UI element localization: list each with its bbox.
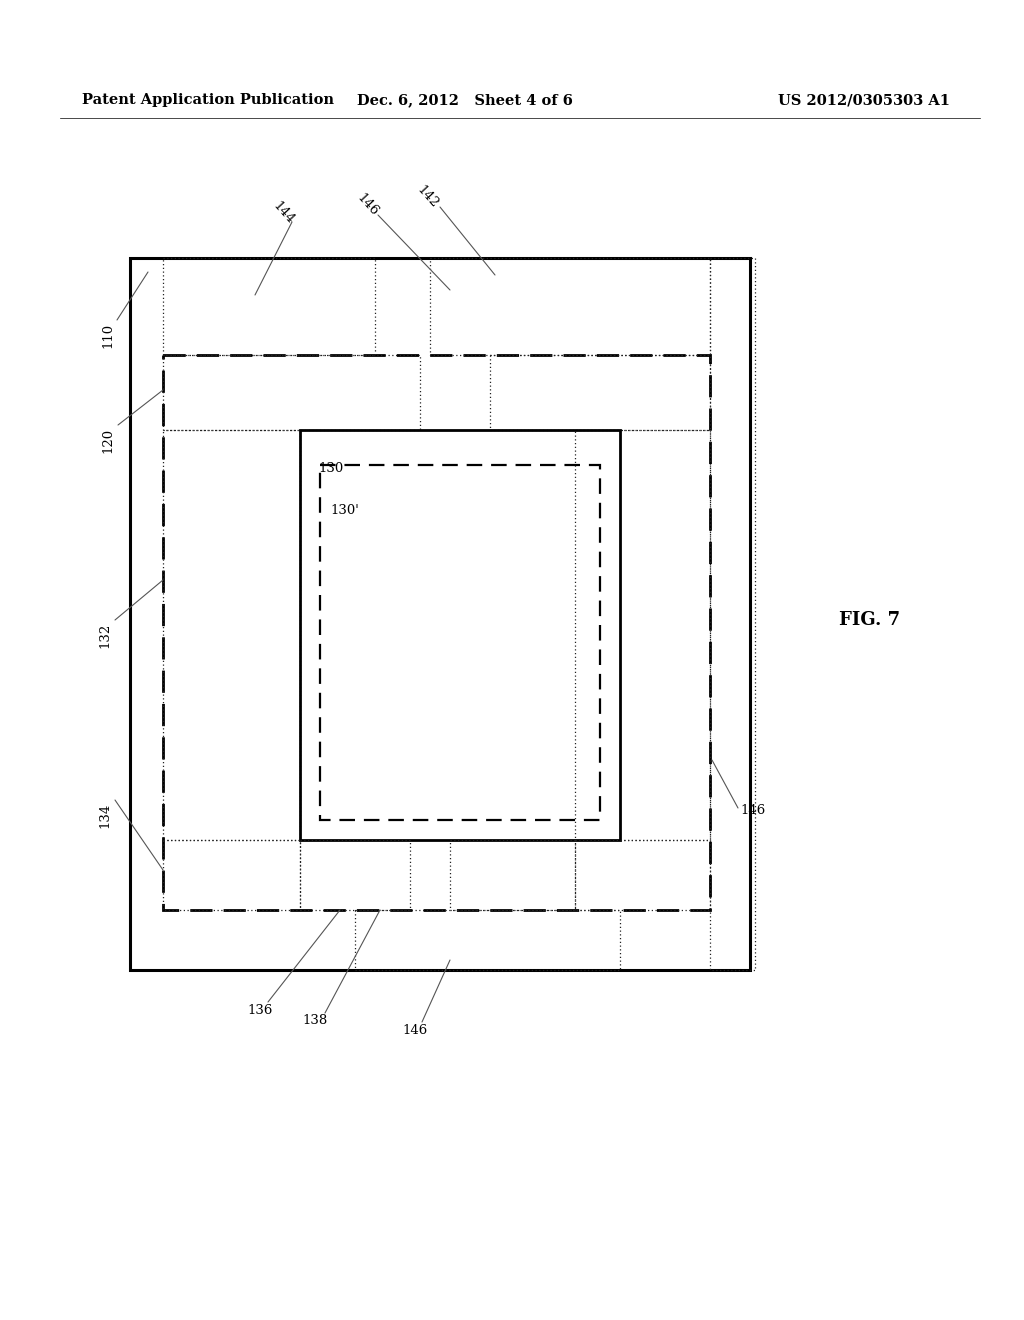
Bar (300, 430, 620, 840)
Text: 134: 134 (98, 803, 112, 828)
Bar (450, 840, 575, 909)
Text: 130: 130 (318, 462, 343, 474)
Bar (163, 840, 300, 909)
Bar (575, 430, 710, 840)
Text: 142: 142 (414, 183, 440, 211)
Bar (575, 840, 710, 909)
Bar (355, 909, 620, 970)
Bar (163, 355, 710, 909)
Text: US 2012/0305303 A1: US 2012/0305303 A1 (778, 92, 950, 107)
Text: 110: 110 (101, 322, 115, 347)
Text: 130': 130' (330, 503, 358, 516)
Text: 146: 146 (740, 804, 765, 817)
Text: Dec. 6, 2012   Sheet 4 of 6: Dec. 6, 2012 Sheet 4 of 6 (357, 92, 573, 107)
Bar (130, 257, 750, 970)
Text: 144: 144 (269, 199, 296, 227)
Bar (319, 465, 600, 820)
Bar (430, 257, 710, 355)
Bar (490, 355, 710, 430)
Text: 146: 146 (353, 191, 380, 219)
Bar (163, 355, 420, 430)
Bar (163, 430, 300, 840)
Text: 136: 136 (248, 1003, 272, 1016)
Text: 146: 146 (402, 1023, 428, 1036)
Text: 138: 138 (302, 1014, 328, 1027)
Bar (710, 257, 755, 970)
Bar (300, 840, 410, 909)
Text: FIG. 7: FIG. 7 (840, 611, 900, 630)
Text: Patent Application Publication: Patent Application Publication (82, 92, 334, 107)
Text: 120: 120 (101, 428, 115, 453)
Bar (163, 257, 375, 355)
Text: 132: 132 (98, 622, 112, 648)
